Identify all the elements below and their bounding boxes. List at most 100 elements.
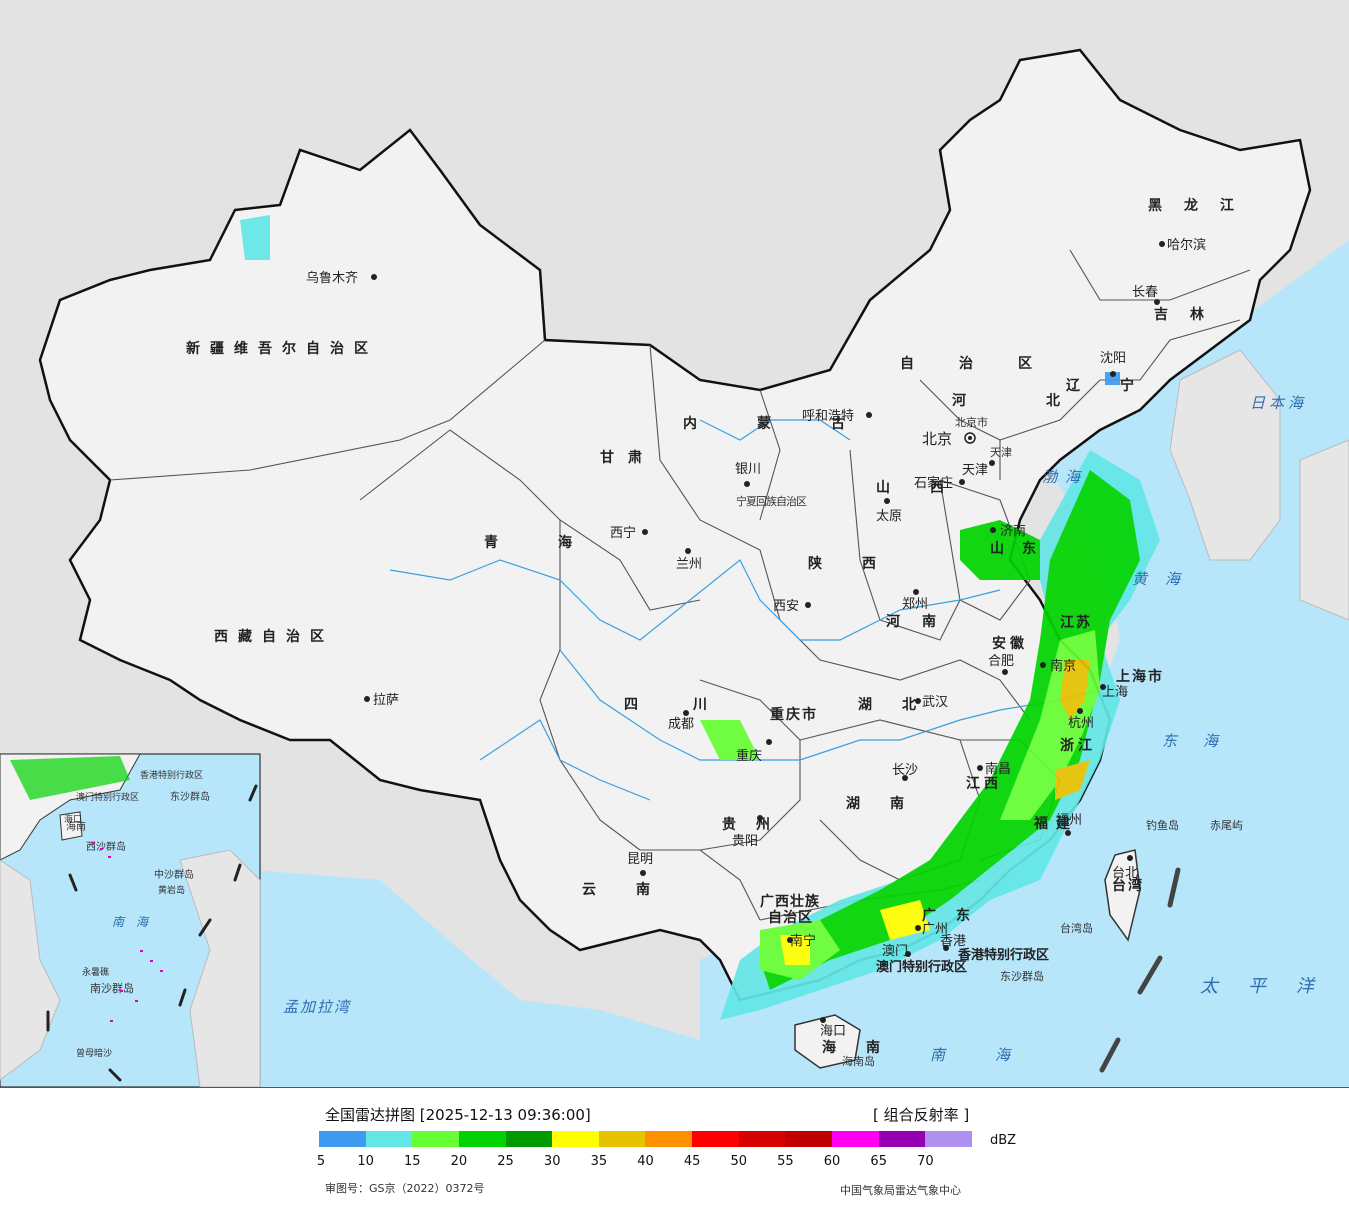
province-liaoning: 辽宁	[1066, 377, 1174, 394]
color-swatch	[365, 1131, 413, 1147]
inset-nansha: 南沙群岛	[90, 981, 134, 995]
sea-japan: 日本海	[1250, 394, 1307, 412]
province-sichuan: 四川	[624, 697, 762, 713]
city-wuhan: 武汉	[922, 695, 948, 710]
scale-tick-label: 35	[590, 1154, 608, 1169]
sea-bengal: 孟加拉湾	[283, 998, 352, 1016]
province-jilin: 吉林	[1154, 306, 1226, 323]
sea-nanhai: 南海	[930, 1046, 1060, 1064]
color-scale	[319, 1131, 972, 1147]
city-jinan: 济南	[1000, 523, 1026, 539]
color-swatch	[925, 1131, 972, 1147]
city-changchun: 长春	[1132, 285, 1158, 300]
color-swatch	[412, 1131, 459, 1147]
island-taiwan: 台湾岛	[1060, 921, 1093, 935]
province-hubei: 湖北	[858, 697, 946, 713]
color-swatch	[598, 1131, 646, 1147]
city-chongqing: 重庆	[736, 748, 762, 764]
city-zhengzhou: 郑州	[902, 597, 928, 612]
city-xining: 西宁	[610, 525, 636, 541]
city-guiyang: 贵阳	[732, 834, 758, 849]
island-dongsha: 东沙群岛	[1000, 969, 1044, 983]
city-hohhot: 呼和浩特	[802, 409, 854, 424]
legend-unit: dBZ	[990, 1133, 1017, 1148]
city-yinchuan: 银川	[735, 462, 761, 477]
province-guangxi: 广西壮族	[760, 893, 820, 910]
color-swatch	[692, 1131, 739, 1147]
province-yunnan: 云南	[582, 881, 690, 898]
province-qinghai: 青海	[484, 534, 632, 551]
scale-tick-label: 60	[823, 1154, 841, 1169]
city-beijing: 北京	[922, 430, 952, 448]
legend-product: [ 组合反射率 ]	[873, 1106, 970, 1124]
city-xian: 西安	[773, 599, 799, 614]
radar-map[interactable]: 新疆维吾尔自治区 西藏自治区 青海 甘肃 内蒙古 自治区 黑龙江 吉林 辽宁 河…	[0, 0, 1349, 1087]
province-taiwan: 台湾	[1112, 877, 1144, 894]
province-hunan: 湖南	[846, 795, 934, 812]
sea-labels: 渤海 黄海 东海 日本海 太平洋 南海 孟加拉湾	[283, 394, 1344, 1064]
inset-hongkong: 香港特别行政区	[140, 769, 203, 781]
province-guizhou: 贵州	[722, 816, 790, 833]
inset-huangyan: 黄岩岛	[158, 884, 185, 896]
province-neimenggu: 内蒙古	[683, 415, 905, 432]
sea-huanghai: 黄海	[1132, 570, 1198, 588]
city-kunming: 昆明	[627, 852, 653, 867]
city-urumqi: 乌鲁木齐	[306, 270, 358, 286]
map-approval-number: 审图号：GS京（2022）0372号	[325, 1182, 485, 1195]
scale-tick-label: 40	[637, 1154, 654, 1169]
scale-tick-label: 25	[497, 1154, 514, 1169]
province-jiangxi: 江西	[966, 775, 1002, 792]
inset-macao: 澳门特别行政区	[76, 791, 139, 803]
inset-dongsha: 东沙群岛	[170, 790, 210, 803]
city-harbin: 哈尔滨	[1167, 237, 1206, 253]
color-swatch	[552, 1131, 599, 1147]
island-hainan: 海南岛	[842, 1054, 875, 1068]
city-lanzhou: 兰州	[676, 557, 702, 572]
sea-pacific: 太平洋	[1200, 976, 1344, 997]
province-beijing: 北京市	[955, 415, 988, 429]
province-chongqing: 重庆市	[770, 706, 818, 723]
color-swatch	[738, 1131, 786, 1147]
color-swatch	[319, 1131, 366, 1147]
maritime-boundary	[1099, 867, 1181, 1073]
scale-tick-label: 30	[543, 1154, 561, 1169]
province-macao: 澳门特别行政区	[876, 959, 967, 975]
city-taiyuan: 太原	[876, 509, 902, 524]
city-hefei: 合肥	[988, 654, 1014, 669]
color-swatch	[458, 1131, 506, 1147]
scale-tick-label: 70	[917, 1154, 934, 1169]
scale-tick-label: 50	[730, 1154, 748, 1169]
city-nanjing: 南京	[1050, 658, 1076, 674]
city-nanning: 南宁	[790, 933, 816, 949]
scale-tick-label: 55	[777, 1154, 794, 1169]
province-guangdong: 广东	[922, 907, 990, 924]
inset-hainan: 海南	[66, 820, 86, 833]
scale-tick-label: 20	[450, 1154, 468, 1169]
scale-tick-label: 65	[870, 1154, 887, 1169]
city-chengdu: 成都	[668, 717, 694, 732]
color-scale-ticks: 5 10 15 20 25 30 35 40 45 50 55 60 65 70	[300, 1154, 1000, 1172]
province-shandong: 山东	[990, 540, 1054, 557]
color-swatch	[645, 1131, 693, 1147]
scale-tick-label: 15	[404, 1154, 421, 1169]
province-ningxia: 宁夏回族自治区	[736, 494, 807, 508]
radar-echoes	[240, 215, 1160, 1020]
city-changsha: 长沙	[892, 763, 918, 778]
province-jiangsu: 江苏	[1060, 614, 1092, 631]
scale-tick-label: 45	[683, 1154, 701, 1169]
south-china-sea-inset: 南海 海南 东沙群岛 西沙群岛 中沙群岛 永暑礁 南沙群岛 曾母暗沙 黄岩岛 海…	[0, 753, 261, 1087]
city-nanchang: 南昌	[985, 761, 1011, 777]
city-tianjin: 天津	[962, 463, 988, 478]
color-swatch	[832, 1131, 879, 1147]
city-hangzhou: 杭州	[1068, 716, 1094, 731]
province-shanghai: 上海市	[1116, 668, 1164, 685]
province-hongkong: 香港特别行政区	[957, 947, 1049, 963]
inset-zengmu: 曾母暗沙	[76, 1047, 112, 1059]
inset-nanhai: 南海	[112, 915, 160, 929]
city-shenyang: 沈阳	[1100, 351, 1126, 366]
province-heilongjiang: 黑龙江	[1148, 197, 1256, 214]
data-credit: 中国气象局雷达气象中心	[840, 1184, 961, 1197]
scale-tick-label: 5	[316, 1154, 326, 1169]
sea-donghai: 东海	[1162, 732, 1244, 750]
city-shanghai: 上海	[1102, 685, 1128, 700]
